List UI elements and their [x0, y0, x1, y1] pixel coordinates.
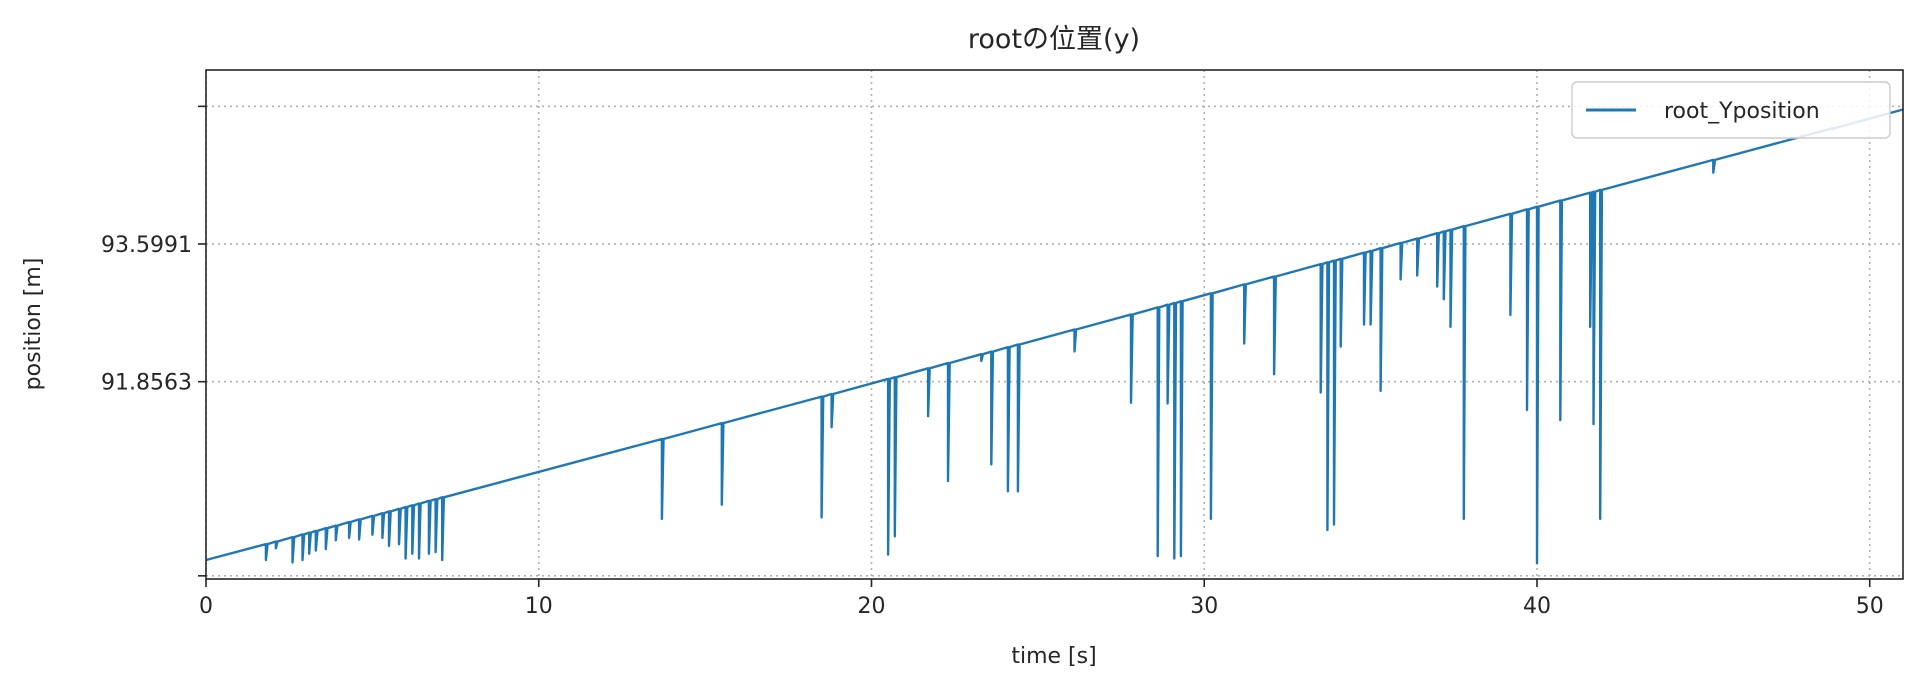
- x-tick-label-1: 10: [525, 594, 553, 619]
- y-tick-label-1: 91.8563: [101, 371, 192, 396]
- series-line-0: [205, 108, 1904, 565]
- y-axis-label: position [m]: [21, 258, 46, 391]
- series-layer: [205, 108, 1904, 565]
- grid: [205, 70, 1903, 579]
- legend: root_Yposition: [1571, 81, 1891, 139]
- x-tick-label-4: 40: [1523, 594, 1551, 619]
- x-tick-label-0: 0: [199, 594, 213, 619]
- x-tick-label-2: 20: [857, 594, 885, 619]
- chart-title: rootの位置(y): [968, 24, 1140, 55]
- x-tick-label-3: 30: [1190, 594, 1218, 619]
- axis-ticks: 0 10 20 30 40 50 91.8563 93.5991: [101, 105, 1884, 619]
- legend-label-root-yposition: root_Yposition: [1664, 99, 1820, 124]
- x-tick-label-5: 50: [1856, 594, 1884, 619]
- legend-box: [1571, 81, 1891, 139]
- axes-frame: [205, 69, 1904, 580]
- y-tick-label-2: 93.5991: [101, 233, 192, 258]
- x-axis-label: time [s]: [1011, 644, 1096, 669]
